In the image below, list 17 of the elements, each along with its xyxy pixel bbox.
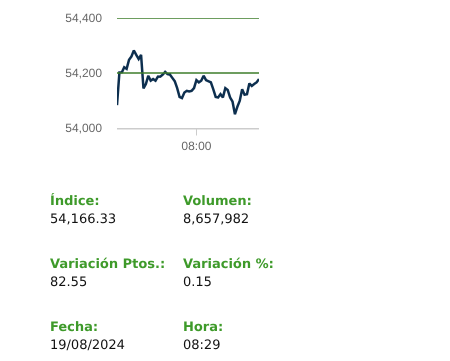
text: Variación Ptos.: [50, 256, 166, 274]
text: 82.55 [50, 274, 88, 292]
x-tick-label: 08:00 [181, 138, 212, 153]
y-tick-label: 54,200 [65, 66, 102, 80]
y-tick-label: 54,000 [65, 121, 102, 136]
text: Fecha: [50, 319, 100, 337]
text: 19/08/2024 [50, 337, 126, 355]
text: 54,166.33 [50, 211, 118, 229]
text: 08:29 [183, 337, 222, 355]
text: Variación %: [183, 256, 275, 274]
text: Volumen: [183, 193, 253, 211]
text: 0.15 [183, 274, 213, 292]
text: 8,657,982 [183, 211, 250, 229]
line-series [117, 49, 259, 116]
text: Índice: [50, 193, 101, 211]
y-tick-label: 54,400 [65, 11, 102, 26]
text: Hora: [183, 319, 224, 337]
